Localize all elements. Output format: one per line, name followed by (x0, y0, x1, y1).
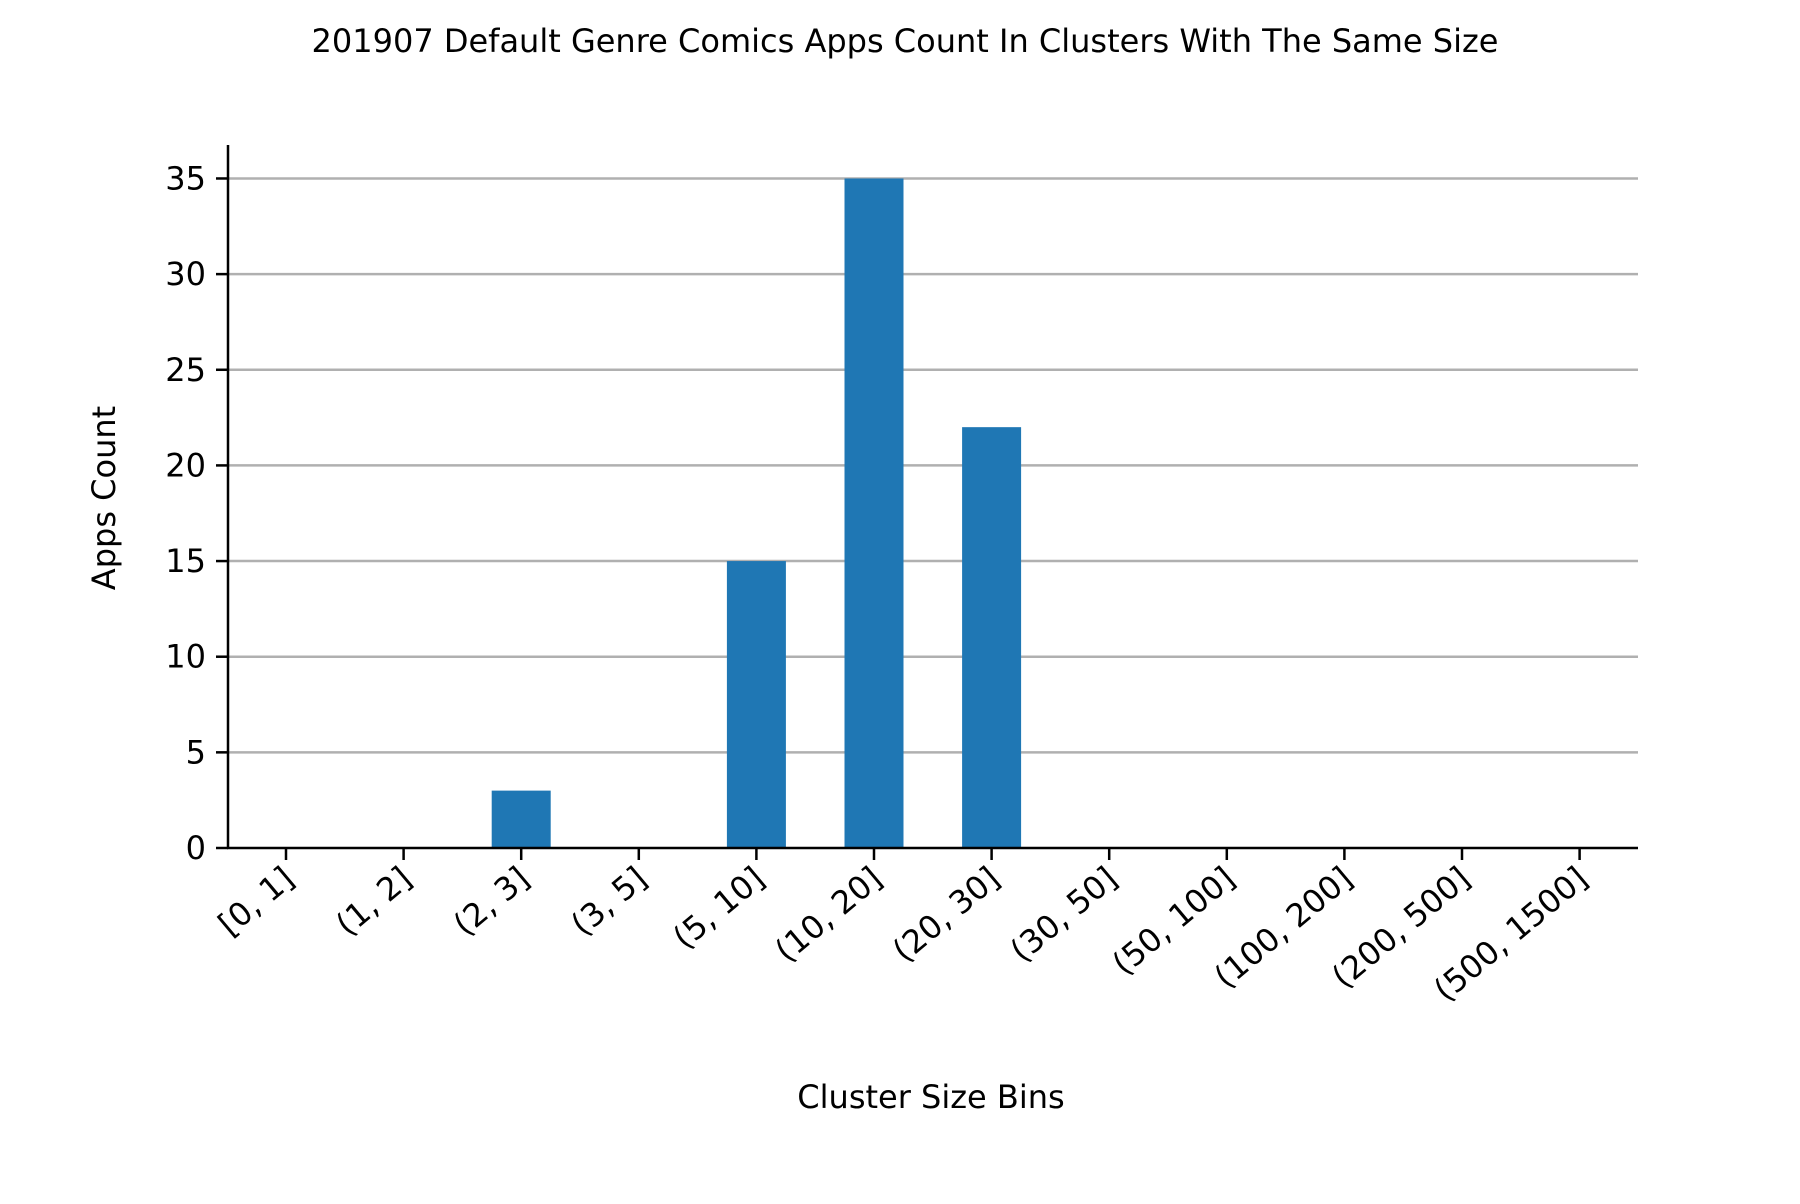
y-tick-label: 30 (165, 255, 206, 293)
x-tick-label: (3, 5] (564, 859, 654, 943)
x-axis-label: Cluster Size Bins (797, 1078, 1064, 1116)
x-tick-label: (5, 10] (666, 859, 772, 956)
bar-2 (491, 790, 551, 848)
bar-6 (962, 427, 1022, 848)
y-tick-label: 20 (165, 446, 206, 484)
y-tick-label: 10 (165, 638, 206, 676)
x-tick-label: (2, 3] (446, 859, 536, 943)
x-tick-label: (1, 2] (328, 859, 418, 943)
y-tick-label: 15 (165, 542, 206, 580)
y-axis-label: Apps Count (85, 406, 123, 590)
x-tick-label: (20, 30] (885, 859, 1007, 970)
y-tick-label: 25 (165, 351, 206, 389)
x-tick-label: [0, 1] (211, 859, 301, 943)
grid-lines (228, 177, 1638, 754)
bar-5 (844, 178, 904, 848)
y-tick-label: 35 (165, 159, 206, 197)
chart-title: 201907 Default Genre Comics Apps Count I… (312, 22, 1499, 60)
y-tick-label: 0 (186, 829, 206, 867)
x-tick-label: (10, 20] (768, 859, 890, 970)
y-tick-label: 5 (186, 733, 206, 771)
bar-4 (726, 561, 786, 848)
bars (491, 178, 1022, 848)
